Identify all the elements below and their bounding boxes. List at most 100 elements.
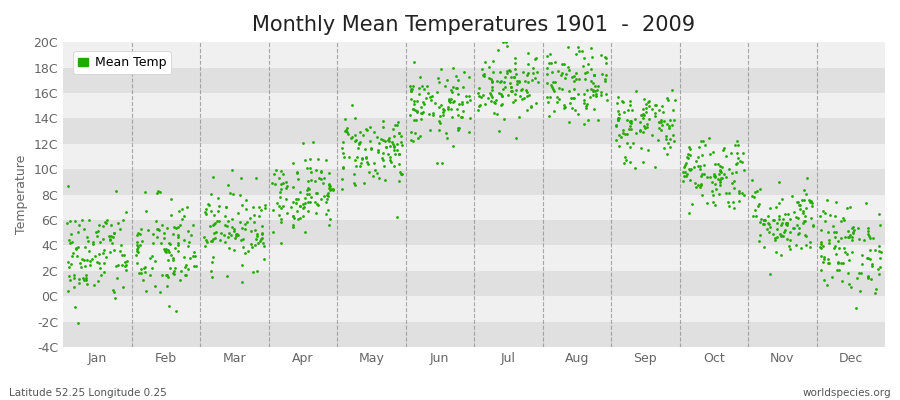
Point bbox=[645, 106, 660, 112]
Point bbox=[256, 256, 271, 262]
Point bbox=[540, 71, 554, 77]
Point bbox=[712, 168, 726, 174]
Point bbox=[360, 126, 374, 133]
Point bbox=[576, 63, 590, 69]
Point bbox=[234, 262, 248, 268]
Point bbox=[173, 221, 187, 228]
Point bbox=[112, 226, 127, 232]
Point bbox=[275, 180, 290, 186]
Point bbox=[779, 222, 794, 228]
Point bbox=[825, 222, 840, 229]
Point bbox=[150, 190, 165, 196]
Point bbox=[677, 164, 691, 170]
Point bbox=[759, 217, 773, 223]
Point bbox=[198, 209, 212, 216]
Point bbox=[235, 236, 249, 242]
Point bbox=[707, 170, 722, 177]
Point bbox=[298, 157, 312, 164]
Point bbox=[217, 232, 231, 238]
Point bbox=[286, 224, 301, 230]
Point bbox=[648, 110, 662, 116]
Point bbox=[442, 96, 456, 103]
Point bbox=[90, 233, 104, 239]
Point bbox=[659, 136, 673, 142]
Point bbox=[166, 257, 180, 263]
Point bbox=[390, 140, 404, 147]
Point bbox=[791, 231, 806, 237]
Point bbox=[274, 218, 289, 225]
Point bbox=[176, 216, 190, 223]
Point bbox=[750, 187, 764, 194]
Point bbox=[376, 124, 391, 130]
Point bbox=[713, 163, 727, 170]
Point bbox=[849, 304, 863, 311]
Point bbox=[119, 209, 133, 216]
Point bbox=[462, 74, 476, 81]
Point bbox=[861, 224, 876, 231]
Point bbox=[864, 276, 878, 282]
Point bbox=[61, 273, 76, 279]
Point bbox=[578, 75, 592, 82]
Point bbox=[273, 188, 287, 195]
Point bbox=[785, 192, 799, 199]
Point bbox=[608, 123, 623, 129]
Point bbox=[272, 212, 286, 218]
Point bbox=[353, 163, 367, 169]
Point bbox=[476, 73, 491, 79]
Point bbox=[96, 223, 111, 229]
Point bbox=[185, 222, 200, 228]
Point bbox=[77, 257, 92, 263]
Point bbox=[107, 230, 122, 236]
Point bbox=[164, 252, 178, 259]
Point bbox=[284, 204, 299, 210]
Point bbox=[569, 76, 583, 82]
Point bbox=[266, 171, 281, 178]
Point bbox=[348, 136, 363, 143]
Point bbox=[476, 92, 491, 98]
Point bbox=[382, 156, 397, 163]
Point bbox=[584, 45, 598, 52]
Point bbox=[594, 92, 608, 98]
Point bbox=[624, 159, 638, 165]
Point bbox=[590, 86, 604, 93]
Point bbox=[662, 117, 677, 124]
Point bbox=[550, 94, 564, 100]
Point bbox=[211, 195, 225, 201]
Point bbox=[745, 193, 760, 200]
Point bbox=[432, 118, 446, 124]
Point bbox=[158, 272, 173, 278]
Point bbox=[366, 129, 381, 136]
Point bbox=[822, 260, 836, 267]
Bar bbox=[63, 118, 885, 144]
Point bbox=[774, 252, 788, 258]
Point bbox=[693, 166, 707, 172]
Point bbox=[778, 220, 793, 227]
Point bbox=[442, 97, 456, 104]
Point bbox=[110, 274, 124, 281]
Point bbox=[225, 224, 239, 230]
Point bbox=[254, 207, 268, 213]
Point bbox=[590, 83, 605, 90]
Point bbox=[868, 247, 882, 253]
Point bbox=[158, 245, 173, 252]
Point bbox=[92, 222, 106, 228]
Point bbox=[410, 108, 424, 115]
Point bbox=[207, 221, 221, 227]
Point bbox=[295, 200, 310, 207]
Point bbox=[163, 265, 177, 271]
Point bbox=[752, 231, 767, 238]
Point bbox=[335, 175, 349, 182]
Point bbox=[768, 236, 782, 243]
Point bbox=[392, 130, 406, 136]
Point bbox=[394, 139, 409, 146]
Point bbox=[730, 138, 744, 144]
Point bbox=[445, 114, 459, 120]
Point bbox=[779, 219, 794, 226]
Point bbox=[145, 253, 159, 260]
Point bbox=[265, 180, 279, 186]
Point bbox=[71, 229, 86, 235]
Point bbox=[760, 226, 775, 232]
Point bbox=[406, 106, 420, 112]
Point bbox=[774, 231, 788, 238]
Point bbox=[689, 158, 704, 164]
